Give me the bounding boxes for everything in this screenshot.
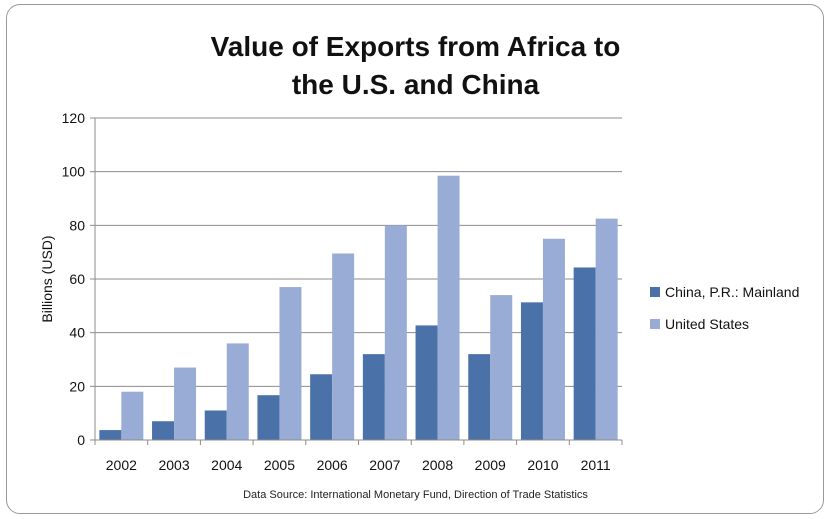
x-tick-label: 2007 (369, 457, 400, 473)
legend-label: United States (665, 316, 749, 332)
y-tick-label: 40 (69, 325, 85, 341)
bar (174, 367, 197, 440)
bar (468, 354, 491, 440)
bar (415, 325, 438, 440)
x-tick-label: 2004 (211, 457, 242, 473)
legend-label: China, P.R.: Mainland (665, 284, 799, 300)
y-tick-label: 120 (62, 110, 86, 126)
bars (99, 175, 618, 441)
bar (542, 238, 565, 440)
x-tick-label: 2009 (475, 457, 506, 473)
bar (595, 218, 618, 440)
bar (310, 374, 333, 440)
x-tick-label: 2005 (264, 457, 295, 473)
bar (152, 421, 175, 440)
x-tick-label: 2010 (527, 457, 558, 473)
legend-swatch (650, 319, 660, 329)
bar (279, 287, 302, 440)
x-tick-label: 2002 (106, 457, 137, 473)
legend-swatch (650, 287, 660, 297)
bar (437, 175, 460, 441)
source-note: Data Source: International Monetary Fund… (243, 489, 588, 501)
axes: 0 20 40 60 80 100 120 Billions (USD) 2002 2003 200… (39, 110, 623, 473)
y-axis-label: Billions (USD) (39, 235, 55, 322)
bar (384, 225, 407, 440)
legend: China, P.R.: Mainland United States (650, 284, 799, 332)
bar (573, 267, 596, 440)
bar (362, 354, 385, 440)
chart-title-line-2: the U.S. and China (291, 69, 540, 100)
y-tick-label: 80 (69, 217, 85, 233)
bar (332, 253, 355, 440)
bar (204, 410, 227, 440)
x-tick-label: 2003 (158, 457, 189, 473)
x-tick-label: 2008 (422, 457, 453, 473)
bar (490, 295, 513, 440)
y-tick-label: 20 (69, 378, 85, 394)
chart-title-line-1: Value of Exports from Africa to (210, 31, 621, 62)
bar (226, 343, 249, 440)
bar (257, 395, 280, 440)
y-tick-label: 60 (69, 271, 85, 287)
bar (121, 391, 144, 440)
x-tick-label: 2011 (581, 457, 611, 473)
bar (520, 302, 543, 440)
y-tick-label: 100 (62, 164, 86, 180)
bar (99, 430, 122, 440)
x-tick-label: 2006 (317, 457, 348, 473)
y-tick-label: 0 (77, 432, 85, 448)
chart-title: Value of Exports from Africa to the U.S.… (0, 28, 831, 104)
